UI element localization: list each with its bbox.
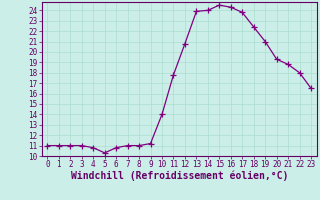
X-axis label: Windchill (Refroidissement éolien,°C): Windchill (Refroidissement éolien,°C) [70, 171, 288, 181]
